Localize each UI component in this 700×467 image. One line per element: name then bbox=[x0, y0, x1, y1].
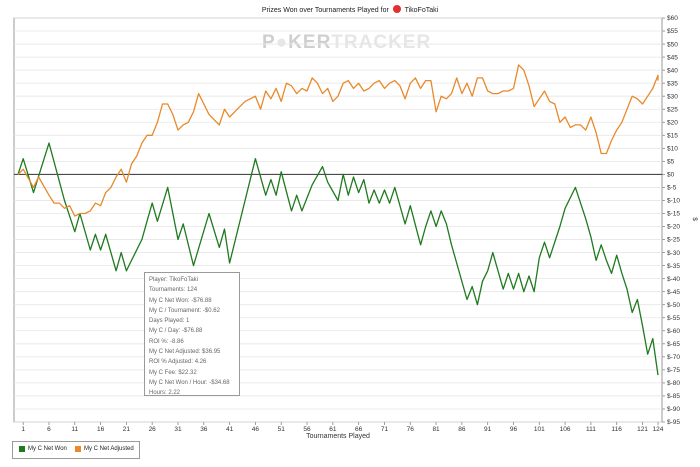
y-tick-label: $25 bbox=[667, 106, 678, 113]
x-tick-label: 51 bbox=[278, 426, 286, 433]
series-line-net-adjusted[interactable] bbox=[17, 64, 659, 217]
y-tick-label: $-25 bbox=[667, 237, 680, 244]
chart-title-prefix: Prizes Won over Tournaments Played for bbox=[261, 7, 389, 14]
y-tick-label: $-55 bbox=[667, 315, 680, 322]
y-tick-label: $-95 bbox=[667, 419, 680, 426]
x-tick-label: 111 bbox=[586, 426, 596, 433]
y-tick-label: $-75 bbox=[667, 367, 680, 374]
legend-item-net-won[interactable]: My C Net Won bbox=[19, 446, 67, 452]
x-tick-label: 36 bbox=[200, 426, 208, 433]
y-tick-label: $30 bbox=[667, 93, 678, 100]
tooltip-line: Days Played: 1 bbox=[149, 318, 190, 325]
y-tick-label: $60 bbox=[667, 15, 678, 22]
y-tick-label: $-85 bbox=[667, 393, 680, 400]
x-tick-label: 121 bbox=[637, 426, 648, 433]
tooltip-line: My C Net Won / Hour: -$34.68 bbox=[149, 379, 230, 386]
chart-title: Prizes Won over Tournaments Played for T… bbox=[0, 5, 700, 14]
y-tick-label: $-10 bbox=[667, 198, 680, 205]
y-tick-label: $-65 bbox=[667, 341, 680, 348]
y-tick-label: $0 bbox=[667, 172, 675, 179]
x-axis: 1 6 11 16 21 26 31 36 41 46 51 56 61 66 71 76 81 86 91 96 10… bbox=[21, 422, 664, 433]
y-tick-label: $-50 bbox=[667, 302, 680, 309]
tooltip-line: Player: TikoFoTaki bbox=[149, 277, 199, 283]
x-tick-label: 76 bbox=[407, 426, 415, 433]
y-tick-label: $15 bbox=[667, 132, 678, 139]
x-tick-label: 66 bbox=[355, 426, 363, 433]
tooltip-line: My C Net Adjusted: $36.95 bbox=[149, 349, 221, 356]
y-tick-label: $5 bbox=[667, 159, 675, 166]
player-stats-tooltip: Player: TikoFoTaki Tournaments: 124 My C N… bbox=[144, 272, 240, 396]
x-tick-label: 81 bbox=[432, 426, 440, 433]
x-tick-label: 71 bbox=[381, 426, 389, 433]
series-line-net-won[interactable] bbox=[17, 142, 659, 376]
x-tick-label: 21 bbox=[123, 426, 131, 433]
x-tick-label: 96 bbox=[510, 426, 518, 433]
x-tick-label: 124 bbox=[653, 426, 664, 433]
y-tick-label: $-60 bbox=[667, 328, 680, 335]
x-tick-label: 106 bbox=[560, 426, 571, 433]
y-tick-label: $-40 bbox=[667, 276, 680, 283]
x-axis-label: Tournaments Played bbox=[306, 433, 370, 440]
x-tick-label: 56 bbox=[303, 426, 311, 433]
x-tick-label: 31 bbox=[174, 426, 182, 433]
tooltip-line: My C / Tournament: -$0.62 bbox=[149, 307, 220, 314]
x-tick-label: 41 bbox=[226, 426, 234, 433]
y-tick-label: $-15 bbox=[667, 211, 680, 218]
y-tick-label: $55 bbox=[667, 28, 678, 35]
y-tick-label: $50 bbox=[667, 41, 678, 48]
x-tick-label: 26 bbox=[149, 426, 157, 433]
tooltip-line: ROI %: -8.86 bbox=[149, 338, 184, 345]
y-tick-label: $10 bbox=[667, 146, 678, 153]
plot-area bbox=[13, 17, 663, 423]
tooltip-line: My C / Day: -$76.88 bbox=[149, 328, 203, 335]
tooltip-line: My C Net Won: -$76.88 bbox=[149, 297, 212, 304]
y-tick-label: $-80 bbox=[667, 380, 680, 387]
y-tick-label: $-30 bbox=[667, 250, 680, 257]
x-tick-label: 16 bbox=[97, 426, 105, 433]
y-tick-label: $-45 bbox=[667, 289, 680, 296]
y-tick-label: $45 bbox=[667, 54, 678, 61]
legend-swatch-net-won bbox=[19, 446, 25, 452]
y-tick-label: $-70 bbox=[667, 354, 680, 361]
x-tick-label: 86 bbox=[458, 426, 466, 433]
y-tick-label: $-5 bbox=[667, 185, 677, 192]
x-tick-label: 116 bbox=[612, 426, 623, 433]
pokertracker-watermark: P●KERTRACKER bbox=[262, 32, 432, 53]
y-tick-label: $-35 bbox=[667, 263, 680, 270]
y-axis-label: $ bbox=[691, 217, 698, 221]
y-tick-label: $-20 bbox=[667, 224, 680, 231]
gridlines bbox=[14, 17, 662, 423]
tooltip-line: My C Fee: $22.32 bbox=[149, 369, 197, 376]
series-lines bbox=[17, 64, 659, 376]
y-tick-label: $-90 bbox=[667, 406, 680, 413]
chart-title-player: TikoFoTaki bbox=[404, 7, 439, 14]
x-tick-label: 6 bbox=[47, 426, 51, 433]
legend-swatch-net-adjusted bbox=[75, 446, 81, 452]
x-tick-label: 101 bbox=[534, 426, 545, 433]
chart-legend: My C Net Won My C Net Adjusted bbox=[12, 441, 140, 459]
pokerstars-logo-icon bbox=[392, 5, 401, 13]
y-tick-label: $20 bbox=[667, 119, 678, 126]
legend-item-net-adjusted[interactable]: My C Net Adjusted bbox=[75, 446, 134, 452]
x-tick-label: 1 bbox=[21, 426, 25, 433]
x-tick-label: 61 bbox=[329, 426, 337, 433]
watermark-chip-icon: ● bbox=[275, 32, 289, 53]
y-tick-label: $40 bbox=[667, 67, 678, 74]
x-tick-label: 46 bbox=[252, 426, 260, 433]
tooltip-line: Hours: 2.22 bbox=[149, 390, 181, 397]
x-tick-label: 11 bbox=[71, 426, 78, 433]
tooltip-line: ROI % Adjusted: 4.26 bbox=[149, 359, 207, 366]
tooltip-line: Tournaments: 124 bbox=[149, 287, 198, 294]
y-axis: $60 $55 $50 $45 $40 $35 $30 $25 $20 $15 $10 $5 $0 $-5… bbox=[662, 15, 680, 426]
y-tick-label: $35 bbox=[667, 80, 678, 87]
x-tick-label: 91 bbox=[484, 426, 492, 433]
